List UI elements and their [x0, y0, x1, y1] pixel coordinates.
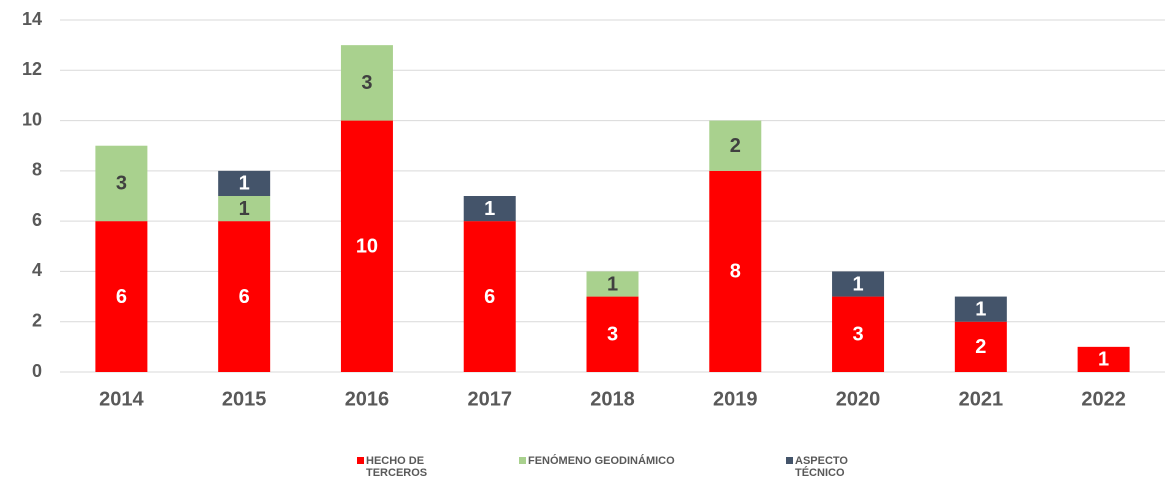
data-label: 3 — [116, 173, 127, 195]
bar-segment — [709, 120, 762, 171]
bar-segment — [832, 271, 885, 297]
data-label: 3 — [361, 72, 372, 94]
bar-segment — [218, 221, 271, 372]
y-tick-label: 2 — [32, 310, 42, 330]
data-label: 10 — [356, 236, 378, 258]
bar-segment — [463, 221, 516, 372]
x-tick-label: 2022 — [1081, 388, 1126, 410]
data-label: 1 — [1098, 349, 1109, 371]
data-label: 1 — [484, 198, 495, 220]
legend-entry: FENÓMENO GEODINÁMICO — [519, 455, 728, 467]
data-label: 6 — [484, 286, 495, 308]
bar-segment — [586, 271, 639, 297]
x-tick-label: 2020 — [836, 388, 881, 410]
data-label: 1 — [852, 273, 863, 295]
data-label: 6 — [239, 286, 250, 308]
data-label: 1 — [607, 273, 618, 295]
bar-segment — [954, 296, 1007, 322]
bar-segment — [218, 170, 271, 196]
legend-swatch — [786, 457, 793, 464]
legend-label: FENÓMENO GEODINÁMICO — [528, 455, 675, 467]
bar-segment — [95, 145, 148, 222]
bar-segment — [709, 170, 762, 372]
legend-swatch — [357, 457, 364, 464]
x-tick-label: 2021 — [959, 388, 1004, 410]
data-label: 1 — [239, 173, 250, 195]
y-tick-label: 8 — [32, 160, 42, 180]
bar-segment — [463, 196, 516, 222]
y-tick-label: 12 — [22, 59, 42, 79]
y-tick-label: 6 — [32, 210, 42, 230]
data-label: 3 — [852, 324, 863, 346]
bar-segment — [340, 120, 393, 372]
x-tick-label: 2017 — [467, 388, 512, 410]
data-label: 1 — [239, 198, 250, 220]
y-tick-label: 0 — [32, 361, 42, 381]
bar-segment — [340, 45, 393, 121]
bar-segment — [1077, 346, 1130, 372]
x-tick-label: 2019 — [713, 388, 758, 410]
bar-segment — [832, 296, 885, 372]
legend-swatch — [519, 457, 526, 464]
legend-entry: HECHO DE TERCEROS — [357, 455, 446, 479]
x-tick-label: 2014 — [99, 388, 144, 410]
data-label: 1 — [975, 298, 986, 320]
bar-segment — [586, 296, 639, 372]
data-label: 2 — [730, 135, 741, 157]
y-tick-label: 4 — [32, 260, 42, 280]
data-label: 2 — [975, 336, 986, 358]
chart: 0246810121420146320156112016103201761201… — [22, 9, 1165, 410]
data-label: 3 — [607, 324, 618, 346]
data-label: 8 — [730, 261, 741, 283]
data-label: 6 — [116, 286, 127, 308]
y-tick-label: 10 — [22, 109, 42, 129]
legend-entry: ASPECTO TÉCNICO — [786, 455, 865, 479]
y-tick-label: 14 — [22, 9, 42, 29]
x-tick-label: 2016 — [345, 388, 390, 410]
legend-label: ASPECTO TÉCNICO — [795, 455, 848, 479]
bar-segment — [218, 196, 271, 222]
x-tick-label: 2018 — [590, 388, 635, 410]
bar-segment — [954, 321, 1007, 372]
legend-label: HECHO DE TERCEROS — [366, 455, 428, 479]
bar-segment — [95, 221, 148, 372]
x-tick-label: 2015 — [222, 388, 267, 410]
